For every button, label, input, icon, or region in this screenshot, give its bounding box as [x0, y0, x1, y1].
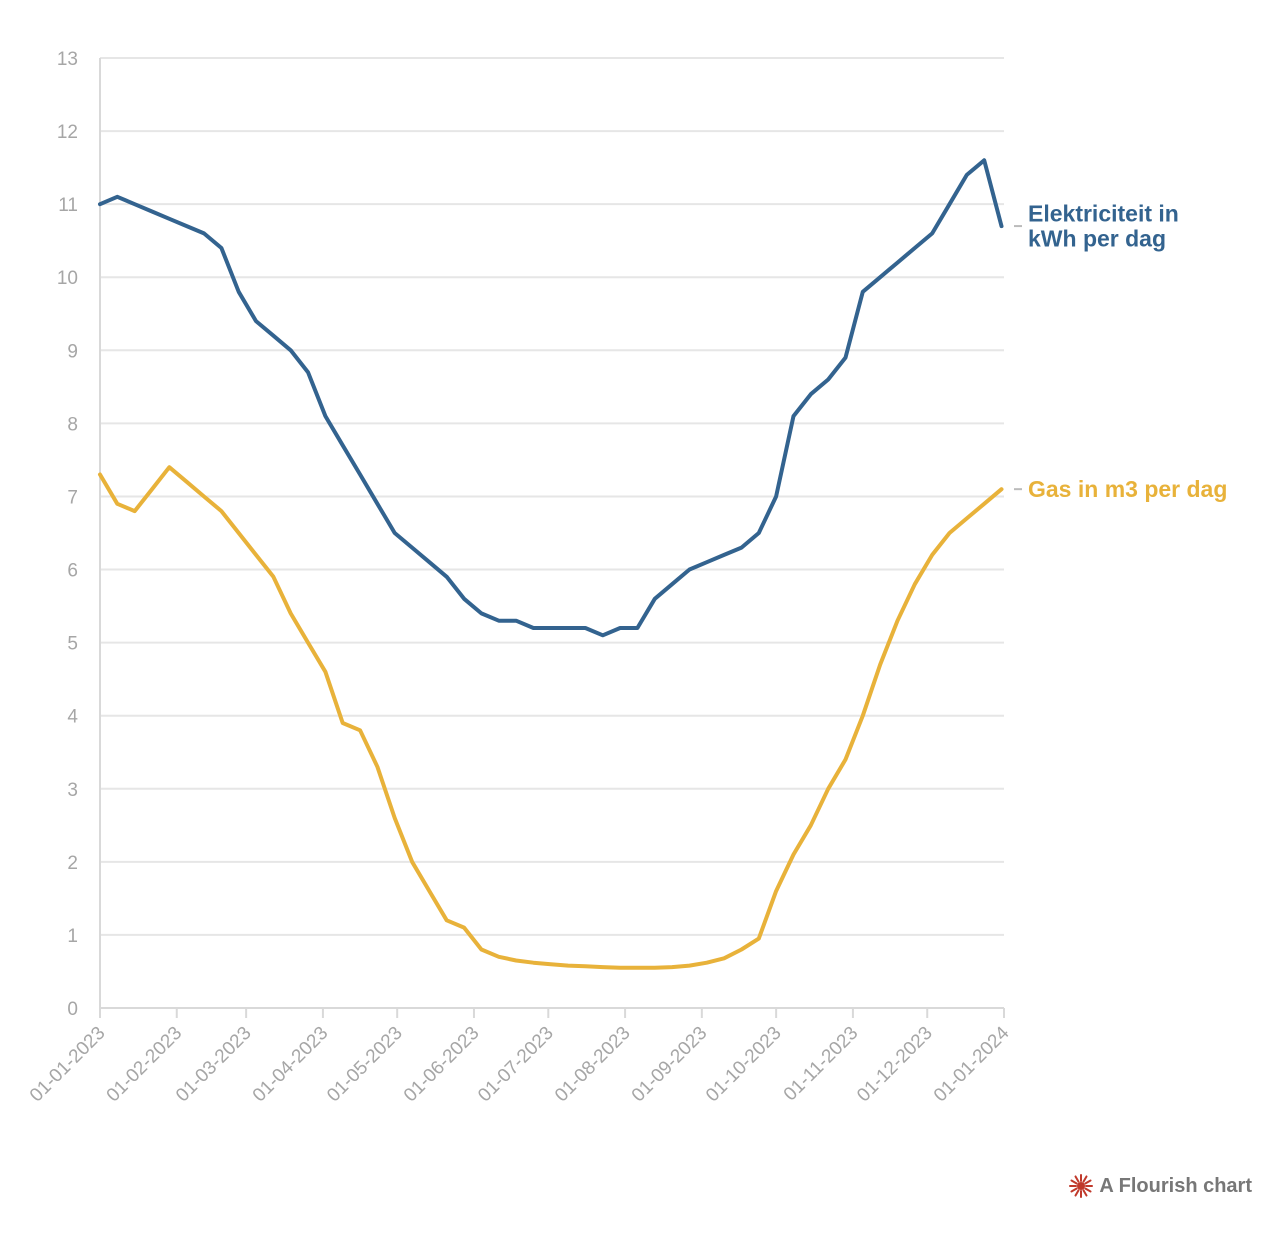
x-tick-label: 01-03-2023: [172, 1023, 256, 1107]
series-line-electricity: [98, 158, 1004, 638]
y-tick-label: 4: [67, 707, 78, 728]
x-tick-label: 01-01-2024: [930, 1022, 1014, 1106]
y-tick-label: 9: [67, 341, 78, 362]
x-tick-label: 01-10-2023: [702, 1023, 786, 1107]
y-tick-label: 11: [58, 195, 78, 216]
y-tick-label: 5: [67, 634, 78, 655]
y-tick-label: 6: [67, 561, 78, 582]
y-tick-label: 0: [67, 999, 78, 1020]
x-axis: 01-01-202301-02-202301-03-202301-04-2023…: [26, 1007, 1014, 1107]
y-tick-label: 3: [67, 780, 78, 801]
x-tick-label: 01-08-2023: [551, 1023, 635, 1107]
credit-text: A Flourish chart: [1099, 1174, 1252, 1197]
x-tick-label: 01-01-2023: [26, 1023, 110, 1107]
series-label-gas: Gas in m3 per dag: [1028, 476, 1227, 502]
y-tick-label: 13: [57, 49, 78, 70]
series-label-electricity: Elektriciteit in kWh per dag: [1028, 201, 1179, 252]
flourish-credit[interactable]: A Flourish chart: [1069, 1174, 1252, 1198]
y-tick-label: 10: [57, 268, 78, 289]
x-tick-label: 01-11-2023: [780, 1023, 863, 1106]
x-tick-label: 01-06-2023: [400, 1023, 484, 1107]
series-line-gas: [98, 465, 1004, 970]
y-tick-label: 12: [57, 122, 78, 143]
y-tick-label: 7: [67, 487, 78, 508]
series-labels: Elektriciteit in kWh per dag Gas in m3 per…: [1014, 201, 1227, 502]
y-tick-label: 1: [67, 926, 78, 947]
gridlines: [100, 57, 1004, 1009]
x-tick-label: 01-09-2023: [628, 1023, 712, 1107]
y-tick-label: 2: [67, 853, 78, 874]
flourish-star-icon: [1069, 1174, 1094, 1198]
y-tick-label: 8: [67, 414, 78, 435]
x-tick-label: 01-05-2023: [323, 1023, 407, 1107]
x-tick-label: 01-04-2023: [249, 1023, 333, 1107]
x-tick-label: 01-07-2023: [474, 1023, 558, 1107]
x-tick-label: 01-12-2023: [853, 1023, 937, 1107]
series-lines: [98, 158, 1004, 970]
